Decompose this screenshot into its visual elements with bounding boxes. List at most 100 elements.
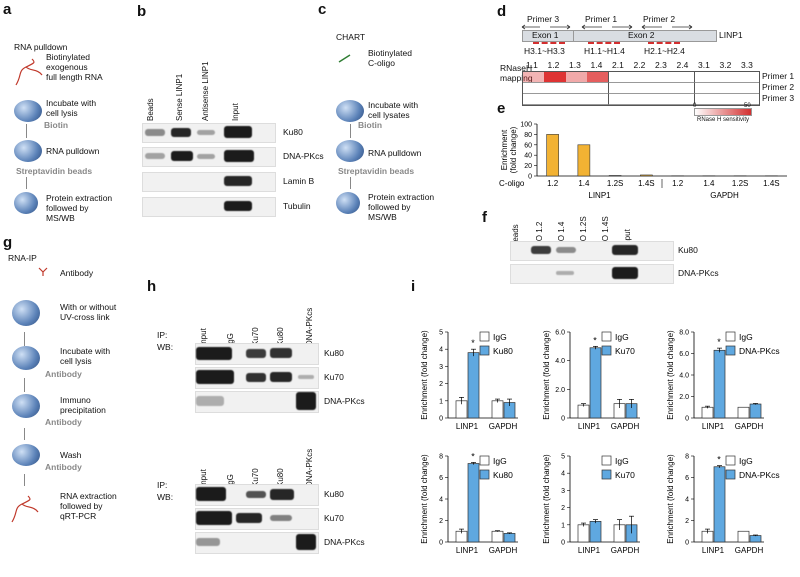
blot-band (246, 348, 266, 358)
panel-a-step1: Biotinylated exogenous full length RNA (46, 52, 103, 82)
blot-band (145, 153, 165, 159)
y-tick-label: 2 (439, 381, 443, 388)
biotin-label: Biotin (358, 120, 383, 130)
heatmap-cell (630, 94, 652, 105)
legend-swatch (601, 455, 612, 466)
protein-label: DNA-PKcs (678, 268, 719, 278)
panel-c-step2: Incubate with cell lysates (368, 100, 419, 120)
protein-label: Ku80 (283, 127, 303, 137)
bar (713, 466, 726, 543)
bar (467, 352, 480, 419)
y-tick-label: 0 (685, 540, 689, 547)
gene-label: LINP1 (719, 30, 743, 40)
exon-2-label: Exon 2 (628, 30, 655, 40)
legend-swatch (479, 469, 490, 480)
ip-label-bottom: IP: (157, 480, 168, 490)
primer-3-label: Primer 3 (527, 14, 560, 24)
protein-label: DNA-PKcs (283, 151, 324, 161)
legend-label: DNA-PKcs (739, 346, 780, 356)
x-tick-label: 1.2 (672, 179, 684, 188)
y-tick-label: 4 (439, 497, 443, 504)
x-tick-label: GAPDH (611, 422, 640, 431)
y-tick-label: 80 (524, 132, 532, 139)
panel-a-step4: Protein extraction followed by MS/WB (46, 193, 113, 223)
heatmap-cell (523, 72, 545, 83)
y-tick-label: 2.0 (555, 387, 565, 394)
x-tick-label: 1.2 (547, 179, 559, 188)
chart-i6: 0 2 4 6 8 * LINP1 GAPDH IgG DNA-PKcs Enrichment (f… (666, 454, 780, 556)
significance-star: * (717, 337, 721, 347)
heatmap-cell (694, 94, 717, 105)
y-tick-label: 2 (439, 518, 443, 525)
blot-band (270, 488, 294, 500)
x-tick-label: LINP1 (702, 546, 725, 555)
blot-strip (142, 172, 276, 192)
panel-c-step4: Protein extraction followed by MS/WB (368, 192, 435, 222)
panel-label-a: a (3, 1, 12, 18)
protein-label: Ku80 (678, 245, 698, 255)
y-axis-title: Enrichment (fold change) (420, 454, 429, 544)
y-tick-label: 4 (685, 497, 689, 504)
blot-band (298, 375, 314, 379)
blot-band (171, 127, 191, 137)
y-tick-label: 4.0 (679, 373, 689, 380)
panel-g-step3: Immuno precipitation (60, 395, 106, 415)
chart-i5: 0 1 2 3 4 5 LINP1 GAPDH IgG Ku70 Enrichment (fold … (542, 454, 640, 555)
heatmap-column-label: 3.2 (719, 60, 732, 70)
legend-label: IgG (615, 332, 629, 342)
significance-star: * (471, 451, 475, 461)
protein-label: DNA-PKcs (324, 537, 365, 547)
panel-g-step2: Incubate with cell lysis (60, 346, 111, 366)
biotin-label: Biotin (44, 120, 69, 130)
bar (640, 174, 653, 177)
y-tick-label: 8 (685, 454, 689, 461)
blot-band (531, 246, 551, 254)
y-tick-label: 100 (520, 122, 532, 129)
heatmap-row-label: Primer 1 (762, 71, 795, 81)
heatmap-cell (630, 83, 652, 94)
region-h1-mark (588, 42, 620, 44)
blot-strip (142, 197, 276, 217)
heatmap-cell (608, 72, 631, 83)
protein-label: Ku70 (324, 372, 344, 382)
y-tick-label: 6 (685, 475, 689, 482)
bar (589, 521, 602, 543)
bar (737, 406, 750, 419)
y-tick-label: 6.0 (679, 351, 689, 358)
rna-icon (11, 495, 39, 523)
heatmap-column-label: 1.2 (547, 60, 560, 70)
beads-label: Streptavidin beads (16, 166, 93, 176)
y-axis-title: (fold change) (509, 126, 518, 173)
heatmap-cell (651, 94, 674, 105)
y-axis-title: Enrichment (fold change) (542, 454, 551, 544)
heatmap-cell (737, 94, 759, 105)
lysate-icon (14, 100, 42, 122)
protein-icon (14, 192, 38, 214)
blot-band (196, 396, 224, 406)
protein-label: Ku70 (324, 513, 344, 523)
panel-c-step1: Biotinylated C-oligo (368, 48, 412, 68)
blot-band (246, 490, 266, 498)
blot-strip (510, 264, 674, 284)
heatmap-cell (565, 94, 588, 105)
heatmap-column-label: 3.1 (698, 60, 710, 70)
y-tick-label: 3 (439, 364, 443, 371)
color-scale-bar (694, 108, 752, 116)
heatmap-cell (716, 94, 738, 105)
blot-band (296, 534, 316, 550)
bar (577, 144, 591, 177)
blot-band (196, 511, 232, 525)
legend-swatch (601, 331, 612, 342)
blot-strip (195, 532, 319, 554)
heatmap-cell (544, 72, 566, 83)
y-tick-label: 4 (439, 347, 443, 354)
heatmap-column-label: 2.2 (633, 60, 646, 70)
significance-star: * (471, 338, 475, 348)
significance-star: * (593, 335, 597, 345)
arrow-icon (24, 332, 25, 346)
blot-band (196, 538, 220, 546)
x-tick-label: LINP1 (456, 546, 479, 555)
panel-g-title: RNA-IP (8, 253, 37, 263)
x-tick-label: 1.4 (578, 179, 590, 188)
heatmap-cell (587, 94, 609, 105)
